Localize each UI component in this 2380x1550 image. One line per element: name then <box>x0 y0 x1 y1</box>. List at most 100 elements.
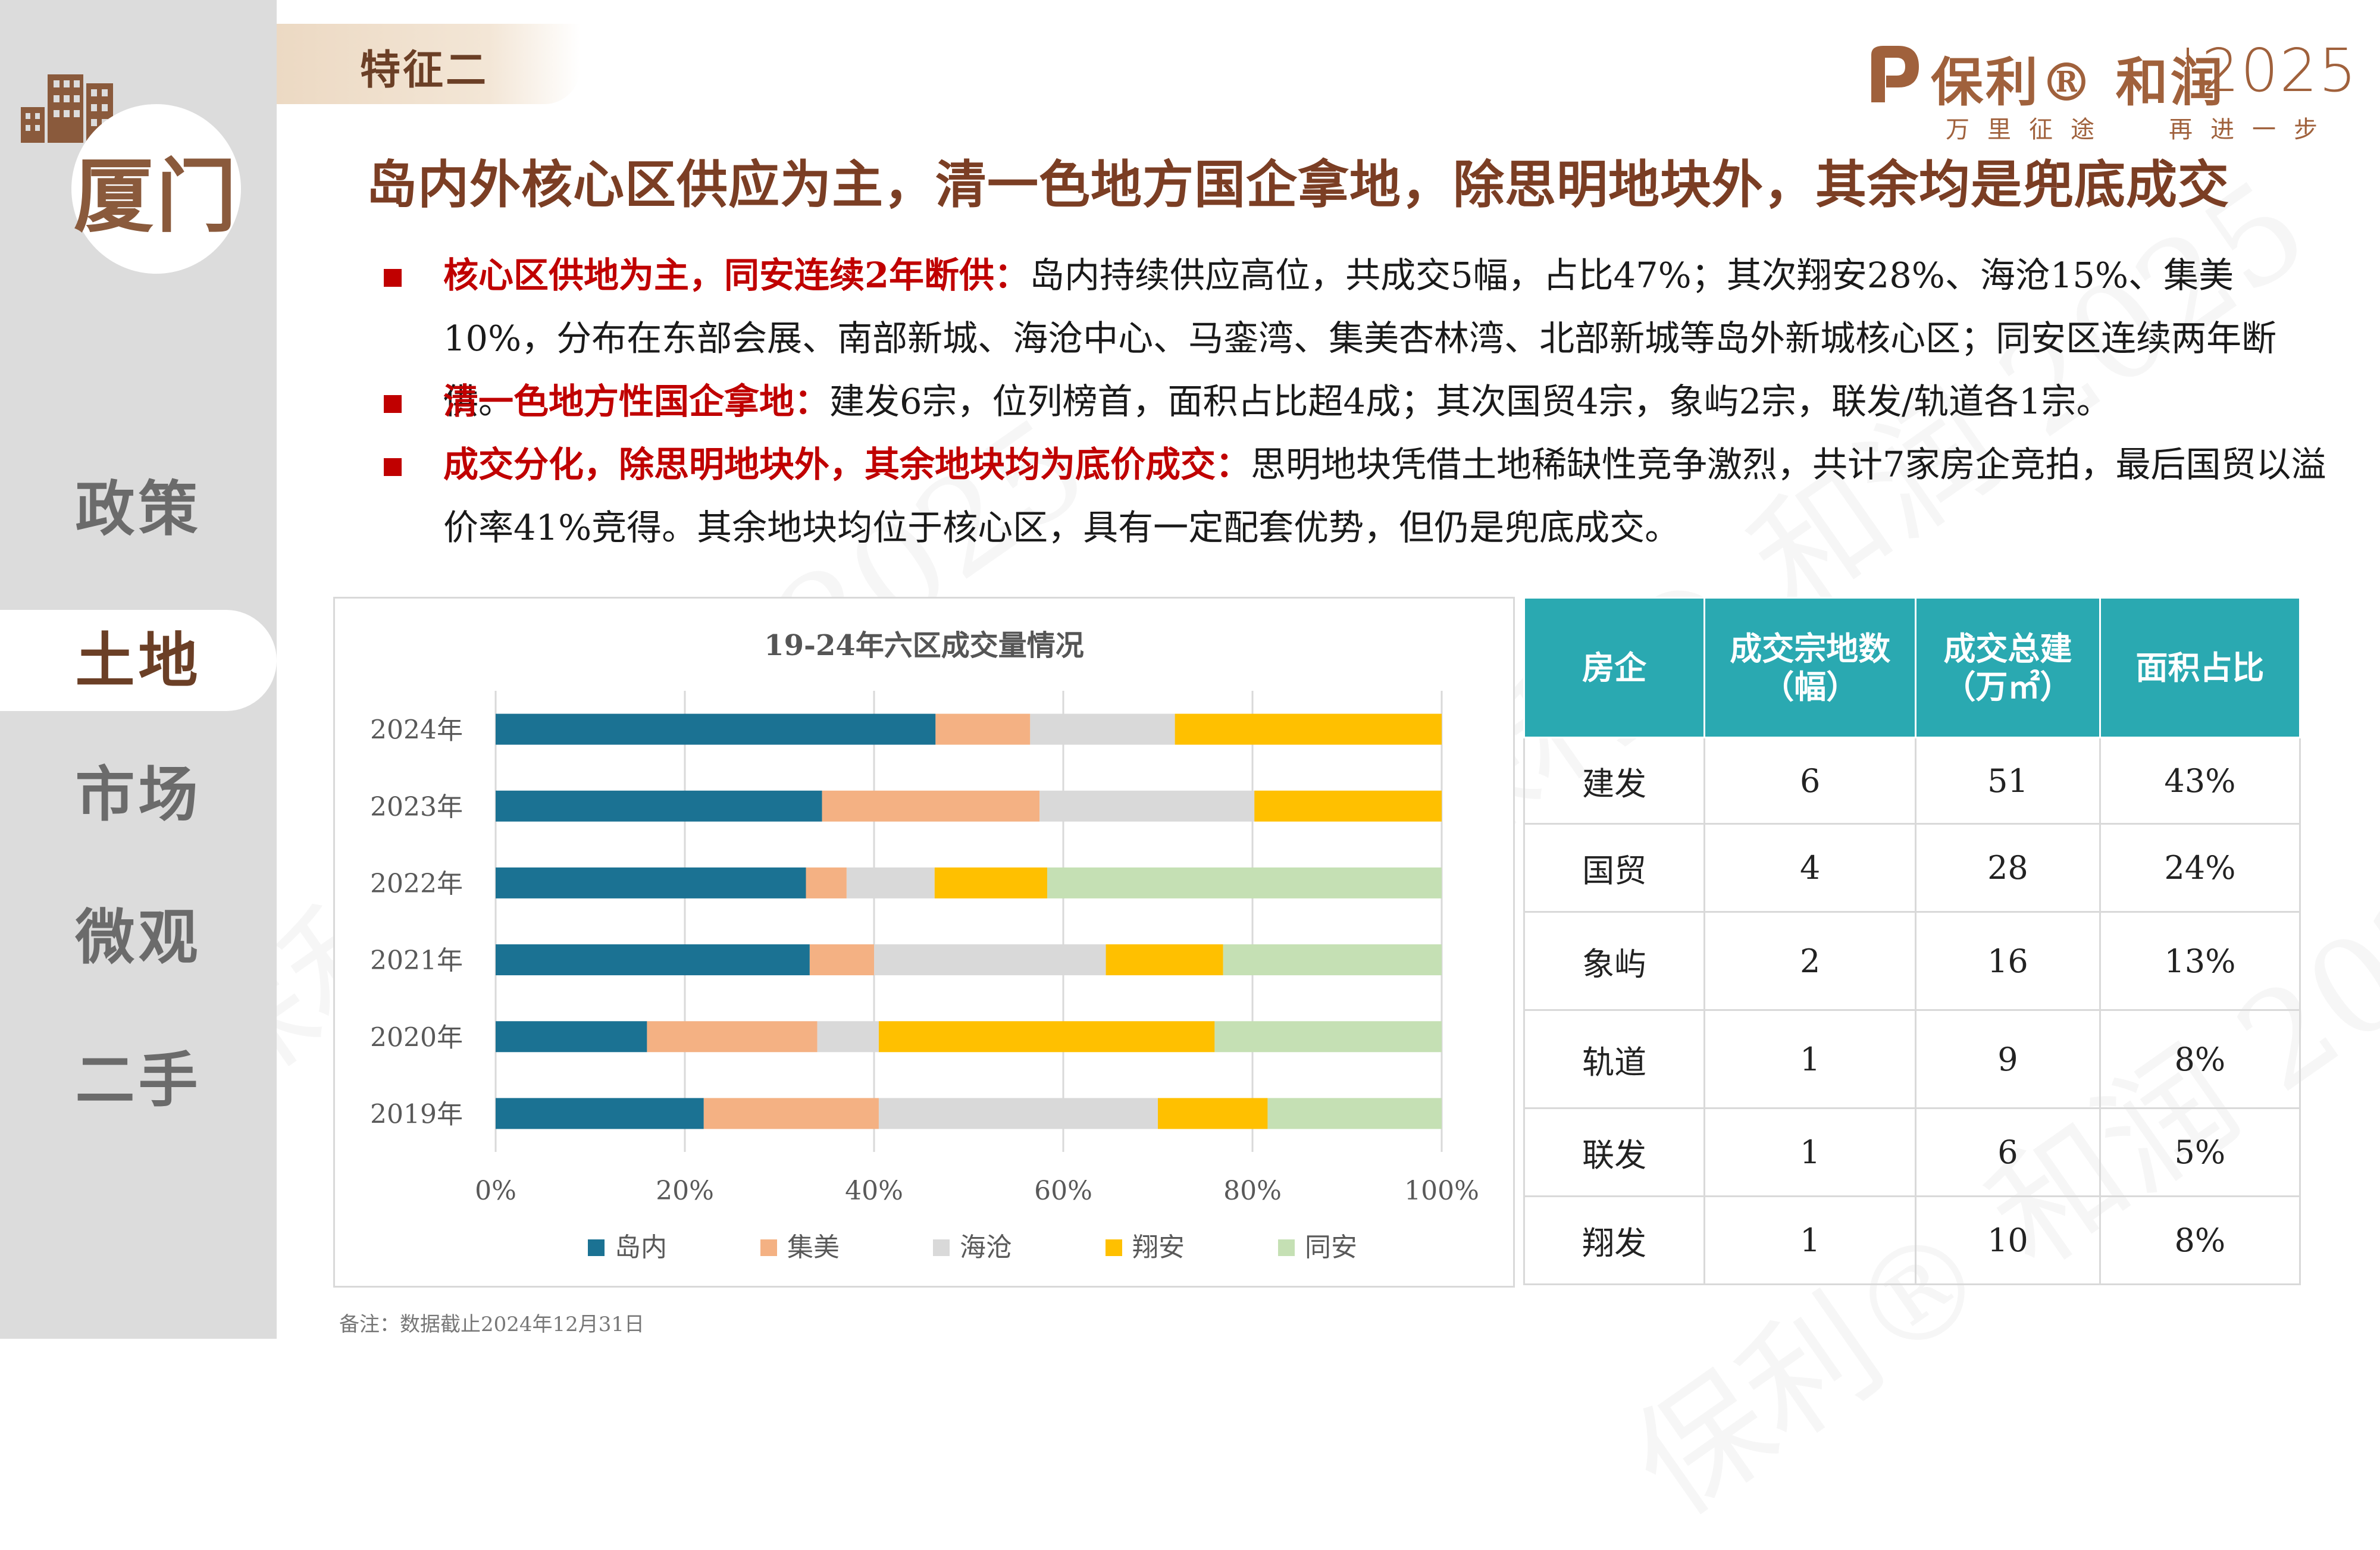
table-cell: 轨道 <box>1523 1009 1706 1109</box>
page-title: 岛内外核心区供应为主，清一色地方国企拿地，除思明地块外，其余均是兜底成交 <box>366 155 2229 215</box>
stacked-bar-chart: 19-24年六区成交量情况 2024年 2023年 2022年 2021年 2020年 2… <box>370 629 1479 1263</box>
table-header-cell: 房企 <box>1523 597 1706 738</box>
table-cell: 24% <box>2099 823 2301 913</box>
bar-segment <box>1047 867 1442 898</box>
building-icon <box>21 74 113 143</box>
logo-slogan-right: 再进一步 <box>2169 116 2335 143</box>
brand-logo: 保利® 和润 2025 万里征途 再进一步 <box>1862 36 2357 143</box>
table-cell: 1 <box>1703 1107 1917 1197</box>
bar-segment <box>934 867 1047 898</box>
nav-item-market[interactable]: 市场 <box>75 759 202 829</box>
table-cell: 10 <box>1915 1195 2101 1285</box>
table-cell: 1 <box>1703 1009 1917 1109</box>
bullet-highlight: 核心区供地为主，同安连续2年断供： <box>443 255 1030 296</box>
table-cell: 8% <box>2099 1195 2301 1285</box>
bar-segment <box>1106 944 1223 976</box>
table-row: 象屿 2 16 13% <box>1523 911 2301 1011</box>
table-cell: 象屿 <box>1523 911 1706 1011</box>
nav-item-land[interactable]: 土地 <box>0 610 277 711</box>
table-cell: 建发 <box>1523 737 1706 825</box>
table-cell: 联发 <box>1523 1107 1706 1197</box>
x-tick-label: 40% <box>845 1176 903 1206</box>
table-row: 建发 6 51 43% <box>1523 737 2301 825</box>
table-cell: 51 <box>1915 737 2101 825</box>
bullet-item: 清一色地方性国企拿地：建发6宗，位列榜首，面积占比超4成；其次国贸4宗，象屿2宗… <box>384 370 2288 433</box>
bar-segment <box>874 944 1106 976</box>
x-tick-label: 20% <box>656 1176 714 1206</box>
x-tick-label: 100% <box>1404 1176 1479 1206</box>
sidebar: 厦门 政策 土地 市场 微观 二手 <box>0 0 277 1339</box>
legend-swatch <box>588 1239 605 1256</box>
table-cell: 13% <box>2099 911 2301 1011</box>
bullet-text: 思明地块凭借土地稀缺性竞争激烈，共计7家房企竞拍，最后国贸以溢价率41%竞得。其… <box>443 444 2326 548</box>
bullet-highlight: 清一色地方性国企拿地： <box>443 381 830 422</box>
table-cell: 6 <box>1703 737 1917 825</box>
table-row: 国贸 4 28 24% <box>1523 823 2301 913</box>
bar-segment <box>1214 1021 1442 1053</box>
table-cell: 43% <box>2099 737 2301 825</box>
bar-segment <box>1267 1098 1442 1129</box>
bullet-marker <box>384 458 402 476</box>
bullet-marker <box>384 269 402 287</box>
logo-slogan-left: 万里征途 <box>1946 116 2112 143</box>
y-tick-label: 2019年 <box>370 1099 463 1129</box>
table-row: 联发 1 6 5% <box>1523 1107 2301 1197</box>
bar-segment <box>1254 790 1442 822</box>
bar-segment <box>496 790 822 822</box>
nav-item-secondhand[interactable]: 二手 <box>75 1045 202 1115</box>
bar-segment <box>809 944 874 976</box>
logo-year: 2025 <box>2202 36 2358 105</box>
bullet-text: 岛内持续供应高位，共成交5幅，占比47%；其次翔安28%、海沧15%、集美10%… <box>443 255 2277 422</box>
table-cell: 翔发 <box>1523 1195 1706 1285</box>
nav-item-micro[interactable]: 微观 <box>75 902 202 972</box>
bar-segment <box>703 1098 879 1129</box>
y-tick-label: 2020年 <box>370 1022 463 1053</box>
table-cell: 6 <box>1915 1107 2101 1197</box>
bar-segment <box>878 1098 1158 1129</box>
table-header-cell: 面积占比 <box>2099 597 2301 738</box>
table-row: 轨道 1 9 8% <box>1523 1009 2301 1109</box>
bar-segment <box>647 1021 818 1053</box>
legend-swatch <box>1106 1239 1122 1256</box>
x-tick-label: 0% <box>475 1176 516 1206</box>
city-badge: 厦门 <box>71 104 241 274</box>
nav-item-policy[interactable]: 政策 <box>75 474 202 544</box>
bar-segment <box>496 944 810 976</box>
y-tick-label: 2021年 <box>370 945 463 976</box>
bar-segment <box>822 790 1040 822</box>
table-row: 翔发 1 10 8% <box>1523 1195 2301 1285</box>
section-badge <box>277 24 580 104</box>
y-tick-label: 2022年 <box>370 869 463 899</box>
table-cell: 国贸 <box>1523 823 1706 913</box>
table-cell: 8% <box>2099 1009 2301 1109</box>
table-header-cell: 成交总建 （万㎡） <box>1915 597 2101 738</box>
bar-segment <box>496 1021 647 1053</box>
legend-label: 集美 <box>787 1232 840 1263</box>
legend-label: 岛内 <box>615 1232 667 1263</box>
bar-segment <box>806 867 847 898</box>
table-header-cell: 成交宗地数 （幅） <box>1703 597 1917 738</box>
logo-divider <box>2187 48 2189 104</box>
bullet-item: 成交分化，除思明地块外，其余地块均为底价成交：思明地块凭借土地稀缺性竞争激烈，共… <box>384 433 2326 559</box>
bar-segment <box>1223 944 1442 976</box>
bullet-item: 核心区供地为主，同安连续2年断供：岛内持续供应高位，共成交5幅，占比47%；其次… <box>384 244 2288 422</box>
table-cell: 5% <box>2099 1107 2301 1197</box>
bar-segment <box>846 867 935 898</box>
legend-label: 翔安 <box>1132 1232 1185 1263</box>
table-cell: 16 <box>1915 911 2101 1011</box>
chart-panel: 19-24年六区成交量情况 2024年 2023年 2022年 2021年 2020年 2… <box>333 597 1515 1288</box>
bar-segment <box>496 867 806 898</box>
chart-title: 19-24年六区成交量情况 <box>764 629 1084 662</box>
bar-segment <box>496 713 936 745</box>
legend-label: 海沧 <box>960 1232 1012 1263</box>
bar-segment <box>1030 713 1175 745</box>
bar-segment <box>496 1098 704 1129</box>
x-tick-label: 60% <box>1034 1176 1092 1206</box>
legend-swatch <box>933 1239 950 1256</box>
bar-segment <box>935 713 1031 745</box>
legend-label: 同安 <box>1305 1232 1357 1263</box>
table-cell: 9 <box>1915 1009 2101 1109</box>
bullet-text: 建发6宗，位列榜首，面积占比超4成；其次国贸4宗，象屿2宗，联发/轨道各1宗。 <box>829 381 2112 422</box>
bar-segment <box>1158 1098 1268 1129</box>
bullet-marker <box>384 395 402 413</box>
